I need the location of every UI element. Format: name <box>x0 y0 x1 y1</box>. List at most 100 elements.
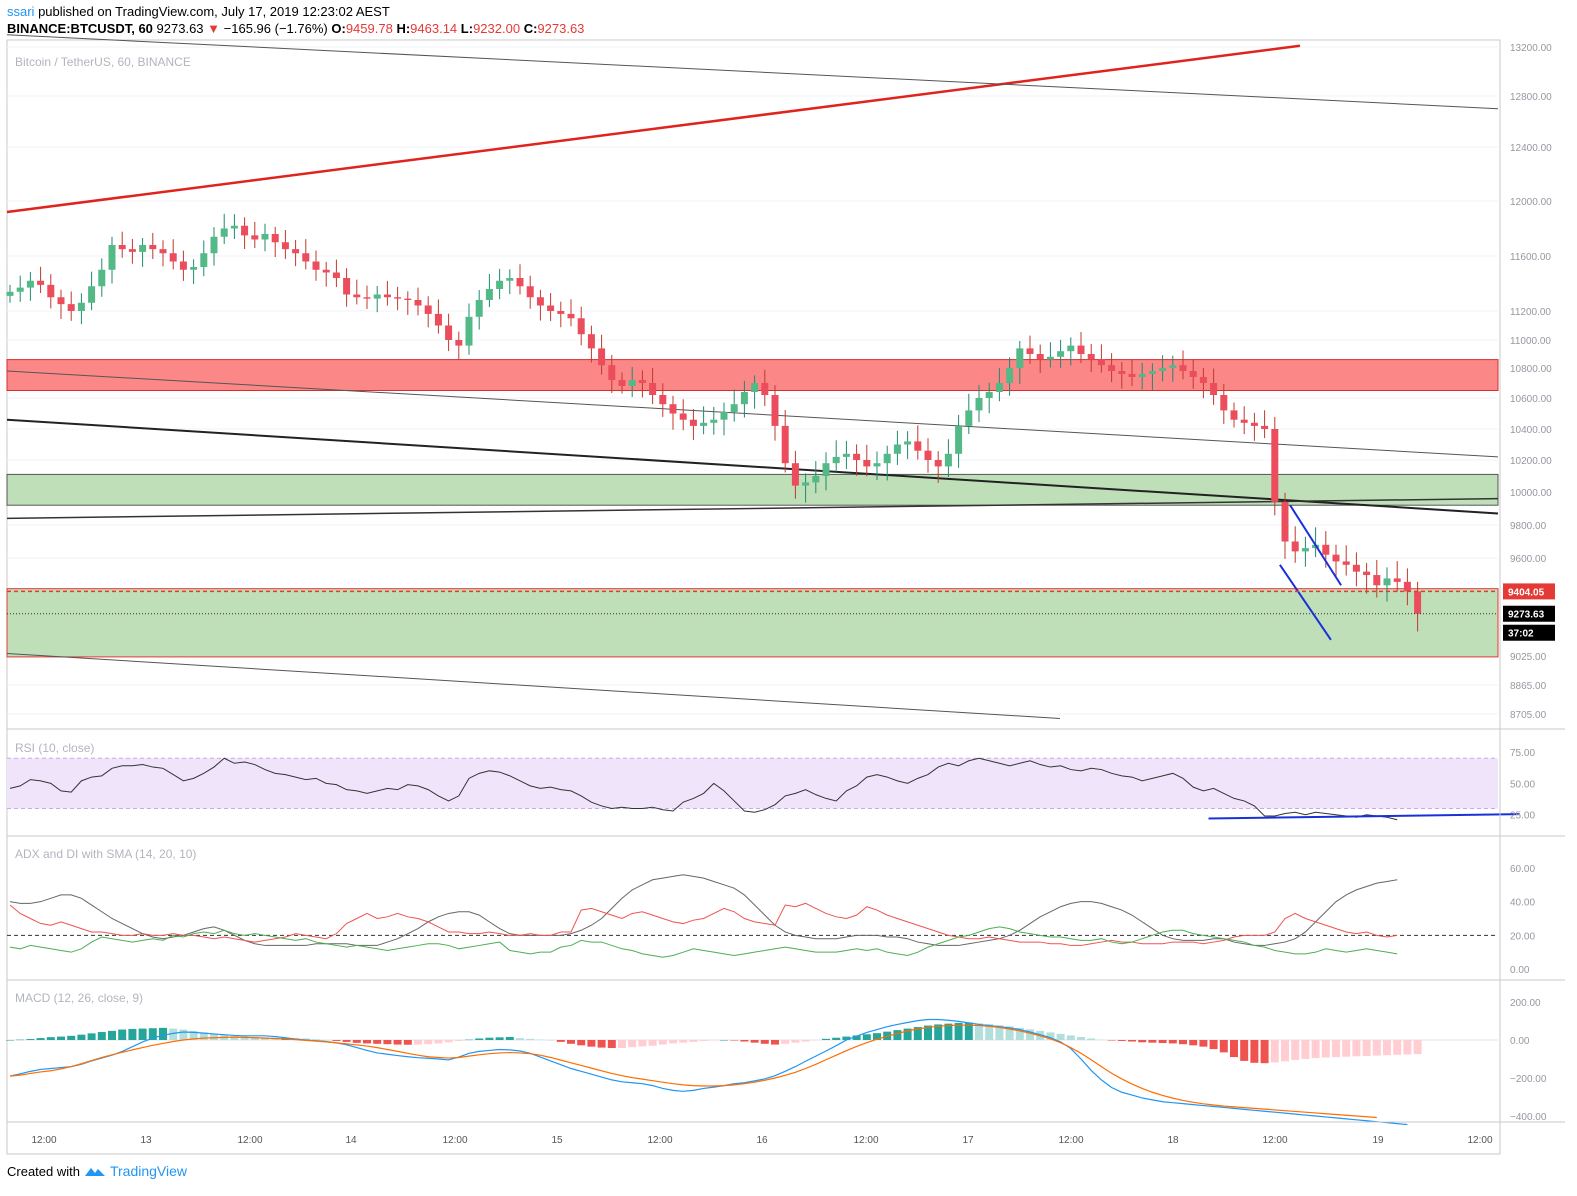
macd-histogram-bar <box>903 1028 912 1040</box>
created-with-label: Created with <box>7 1163 80 1179</box>
zone-support-lower <box>6 588 1499 658</box>
price-tick-label: 8865.00 <box>1510 681 1547 692</box>
candle-body <box>1230 410 1238 420</box>
macd-histogram-bar <box>424 1040 433 1045</box>
macd-histogram-bar <box>199 1032 208 1040</box>
macd-histogram-bar <box>556 1040 565 1042</box>
candle-body <box>47 284 55 298</box>
open-value: 9459.78 <box>345 21 393 36</box>
macd-histogram-bar <box>1168 1040 1177 1044</box>
adx-pane[interactable] <box>7 874 1498 958</box>
macd-histogram-bar <box>393 1040 402 1045</box>
candle-body <box>271 234 279 243</box>
candle-body <box>598 348 606 366</box>
time-tick-label: 14 <box>345 1135 357 1146</box>
adx-tick-label: 40.00 <box>1510 898 1535 909</box>
candle-body <box>496 280 504 289</box>
candle-body <box>1179 365 1187 371</box>
candle-body <box>934 460 942 467</box>
candle-body <box>1026 348 1034 354</box>
candle-body <box>1250 422 1258 426</box>
macd-histogram-bar <box>230 1036 239 1040</box>
macd-histogram-bar <box>658 1040 667 1045</box>
price-tick-label: 8705.00 <box>1510 710 1547 721</box>
macd-histogram-bar <box>1342 1040 1351 1057</box>
signal-line <box>9 1024 1377 1119</box>
macd-histogram-bar <box>1240 1040 1249 1061</box>
candle-body <box>465 316 473 346</box>
macd-histogram-bar <box>179 1029 188 1040</box>
mid-channel-line <box>6 370 1499 458</box>
rsi-pane[interactable] <box>7 757 1520 821</box>
candle-body <box>995 383 1003 392</box>
time-tick-label: 12:00 <box>1467 1135 1492 1146</box>
candle-body <box>312 261 320 270</box>
countdown-tag: 37:02 <box>1508 629 1534 640</box>
macd-pane[interactable] <box>6 1018 1498 1126</box>
macd-histogram-bar <box>842 1036 851 1040</box>
candle-body <box>485 289 493 300</box>
symbol-name[interactable]: BINANCE:BTCUSDT, 60 <box>7 21 153 36</box>
candle-body <box>108 245 116 270</box>
candle-body <box>261 234 269 240</box>
macd-histogram-bar <box>332 1040 341 1041</box>
time-tick-label: 13 <box>140 1135 152 1146</box>
price-pane[interactable] <box>6 34 1499 720</box>
adx-tick-label: 60.00 <box>1510 864 1535 875</box>
adx-tick-label: 20.00 <box>1510 931 1535 942</box>
macd-histogram-bar <box>1219 1040 1228 1053</box>
candle-body <box>67 304 75 311</box>
macd-histogram-bar <box>475 1038 484 1040</box>
candle-body <box>791 463 799 486</box>
price-tick-label: 10200.00 <box>1510 456 1552 467</box>
tradingview-brand[interactable]: TradingView <box>109 1163 188 1179</box>
candle-body <box>383 294 391 298</box>
candle-body <box>975 398 983 411</box>
level-price-tag: 9404.05 <box>1508 587 1545 598</box>
candle-body <box>1057 351 1065 357</box>
macd-histogram-bar <box>811 1040 820 1041</box>
candle-body <box>1138 374 1146 377</box>
last-price-tag: 9273.63 <box>1508 610 1545 621</box>
candle-body <box>292 249 300 254</box>
price-tick-label: 9600.00 <box>1510 554 1547 565</box>
candle-body <box>1097 359 1105 366</box>
macd-histogram-bar <box>485 1037 494 1040</box>
macd-histogram-bar <box>189 1030 198 1040</box>
candle-body <box>445 325 453 340</box>
macd-histogram-bar <box>1362 1040 1371 1056</box>
candle-body <box>241 225 249 236</box>
candle-body <box>26 280 34 288</box>
macd-histogram-bar <box>1311 1040 1320 1059</box>
macd-histogram-bar <box>505 1036 514 1040</box>
macd-histogram-bar <box>750 1040 759 1043</box>
candle-body <box>1414 591 1422 614</box>
macd-histogram-bar <box>363 1040 371 1044</box>
macd-histogram-bar <box>1393 1040 1402 1055</box>
macd-histogram-bar <box>954 1022 963 1040</box>
candle-body <box>526 286 534 298</box>
candle-body <box>740 392 748 405</box>
publisher-user[interactable]: ssari <box>7 4 35 19</box>
macd-histogram-bar <box>924 1025 932 1040</box>
candle-body <box>1006 368 1014 383</box>
candle-body <box>577 318 585 335</box>
macd-histogram-bar <box>781 1040 790 1044</box>
candle-body <box>128 249 136 252</box>
candle-body <box>1373 575 1381 586</box>
macd-tick-label: 0.00 <box>1510 1036 1530 1047</box>
footer: Created with TradingView <box>7 1163 187 1179</box>
time-tick-label: 18 <box>1167 1135 1179 1146</box>
macd-histogram-bar <box>57 1036 65 1040</box>
macd-histogram-bar <box>975 1023 983 1040</box>
macd-histogram-bar <box>138 1028 147 1040</box>
candle-body <box>659 395 667 405</box>
macd-histogram-bar <box>148 1028 157 1040</box>
rsi-pane-title: RSI (10, close) <box>15 741 94 755</box>
candle-body <box>16 287 24 292</box>
macd-histogram-bar <box>832 1037 841 1040</box>
candle-body <box>230 225 238 229</box>
macd-histogram-bar <box>913 1027 922 1040</box>
candle-body <box>730 404 738 412</box>
